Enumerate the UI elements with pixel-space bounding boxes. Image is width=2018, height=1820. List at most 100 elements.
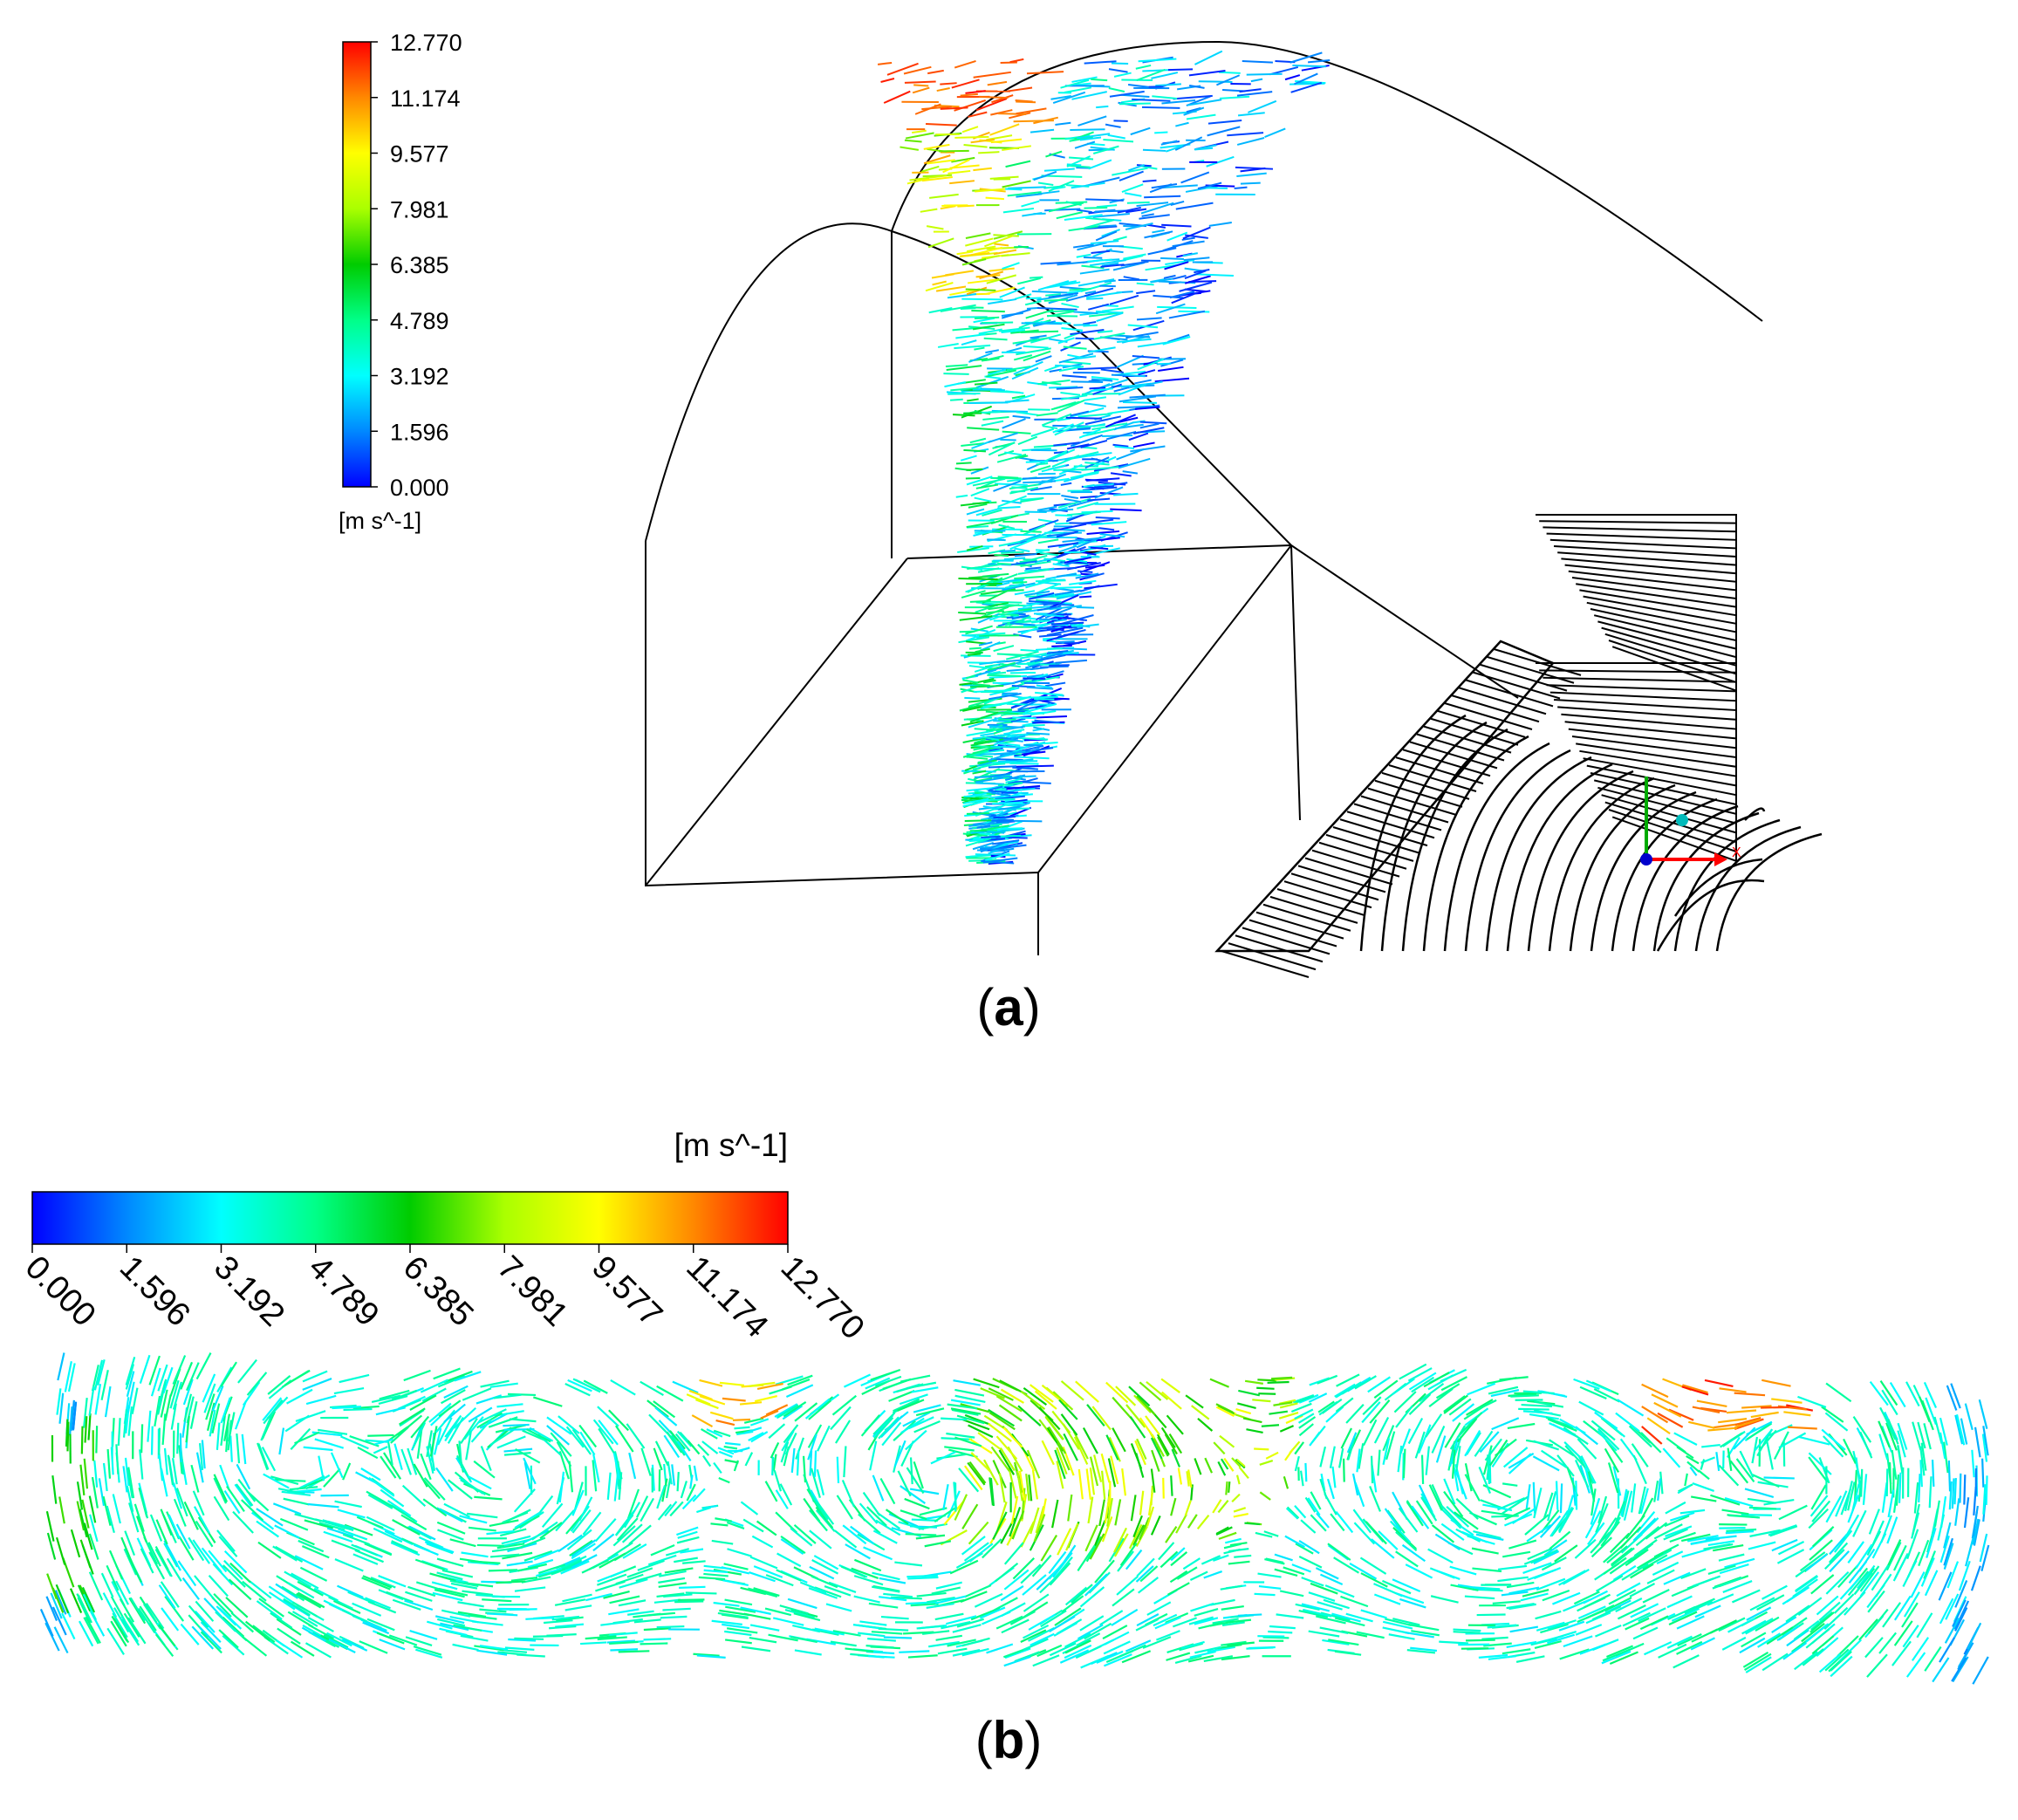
velocity-vector (743, 1427, 763, 1434)
velocity-vector (58, 1496, 65, 1524)
velocity-vector (434, 1615, 465, 1625)
velocity-vector (658, 1577, 686, 1584)
velocity-vector (302, 1378, 332, 1391)
velocity-vector (988, 765, 1016, 769)
velocity-vector (1028, 1613, 1057, 1631)
velocity-vector (1310, 1514, 1327, 1532)
velocity-vector (420, 1379, 448, 1393)
velocity-vector (711, 1539, 734, 1545)
velocity-vector (1057, 544, 1077, 553)
velocity-vector (1308, 1392, 1328, 1403)
velocity-vector (981, 606, 1009, 619)
velocity-vector (1158, 366, 1184, 372)
velocity-vector (1761, 1406, 1789, 1409)
velocity-vector (1453, 1628, 1481, 1632)
velocity-vector (1609, 1651, 1638, 1665)
velocity-vector (1811, 1500, 1831, 1522)
velocity-vector (1177, 1468, 1183, 1485)
velocity-vector (192, 1490, 205, 1516)
velocity-vector (1451, 1449, 1456, 1479)
velocity-vector (968, 1521, 989, 1545)
velocity-vector (1755, 1616, 1780, 1632)
velocity-vector (1928, 1476, 1932, 1509)
velocity-vector (55, 1584, 70, 1614)
velocity-vector (1060, 341, 1081, 352)
velocity-vector (1692, 1406, 1720, 1414)
velocity-vector (1244, 1379, 1263, 1385)
velocity-vector (1060, 392, 1081, 396)
velocity-vector (429, 1572, 456, 1582)
velocity-vector (1373, 1593, 1401, 1605)
velocity-vector (1053, 1622, 1078, 1637)
velocity-vector (960, 501, 989, 507)
velocity-vector (1828, 1542, 1849, 1563)
velocity-vector (289, 1486, 318, 1491)
velocity-vector (506, 1560, 533, 1567)
velocity-vector (1086, 477, 1120, 482)
velocity-vector (393, 1443, 403, 1470)
velocity-vector (988, 1408, 1015, 1427)
velocity-vector (1443, 1395, 1466, 1413)
velocity-vector (886, 62, 919, 76)
velocity-vector (1130, 445, 1166, 453)
velocity-vector (988, 441, 1016, 456)
velocity-vector (1377, 1449, 1381, 1476)
velocity-vector (195, 1600, 215, 1622)
velocity-vector (1085, 1536, 1102, 1563)
velocity-vector (386, 1440, 393, 1466)
velocity-vector (104, 1386, 112, 1418)
velocity-vector (619, 1578, 648, 1589)
velocity-vector (328, 1596, 353, 1610)
velocity-vector (496, 1580, 526, 1584)
velocity-vector (137, 1607, 156, 1634)
velocity-vector (1100, 368, 1124, 373)
velocity-vector (988, 752, 1011, 762)
velocity-vector (227, 1420, 232, 1451)
velocity-vector (257, 1442, 269, 1471)
velocity-vector (510, 1418, 537, 1423)
velocity-vector (1721, 1636, 1747, 1651)
velocity-vector (945, 270, 975, 277)
velocity-vector (900, 1417, 925, 1434)
velocity-vector (961, 1503, 979, 1529)
velocity-vector (1194, 273, 1234, 277)
velocity-vector (1071, 91, 1107, 100)
velocity-vector (1151, 72, 1179, 79)
velocity-vector (1613, 1500, 1626, 1526)
velocity-vector (1236, 1459, 1246, 1468)
velocity-vector (1135, 1565, 1154, 1583)
velocity-vector (287, 1582, 315, 1599)
velocity-vector (1749, 1597, 1775, 1611)
velocity-vector (955, 462, 972, 465)
velocity-vector (428, 1443, 436, 1471)
velocity-vector (953, 1379, 981, 1386)
velocity-vector (1111, 373, 1125, 377)
velocity-vector (1308, 1591, 1336, 1602)
velocity-vector (949, 164, 980, 169)
velocity-vector (998, 782, 1023, 787)
velocity-vector (150, 1367, 161, 1397)
velocity-vector (995, 1615, 1023, 1630)
velocity-vector (453, 1624, 482, 1632)
velocity-vector (980, 701, 1009, 709)
velocity-vector (782, 1379, 811, 1391)
velocity-vector (1132, 1515, 1143, 1538)
velocity-vector (258, 1598, 284, 1618)
velocity-vector (956, 1414, 985, 1425)
velocity-vector (784, 1609, 815, 1619)
velocity-vector (841, 1479, 856, 1508)
velocity-vector (169, 1379, 180, 1409)
velocity-vector (961, 1536, 986, 1556)
velocity-vector (162, 1366, 174, 1394)
velocity-vector (392, 1598, 421, 1611)
velocity-vector (1953, 1478, 1957, 1505)
velocity-vector (1508, 1586, 1540, 1595)
velocity-vector (1879, 1406, 1894, 1433)
velocity-vector (1112, 262, 1145, 271)
velocity-vector (1022, 1574, 1047, 1596)
velocity-vector (1497, 1564, 1528, 1570)
velocity-vector (1598, 1517, 1618, 1543)
velocity-vector (809, 1509, 828, 1532)
velocity-vector (198, 1443, 204, 1471)
velocity-vector (1132, 441, 1155, 448)
